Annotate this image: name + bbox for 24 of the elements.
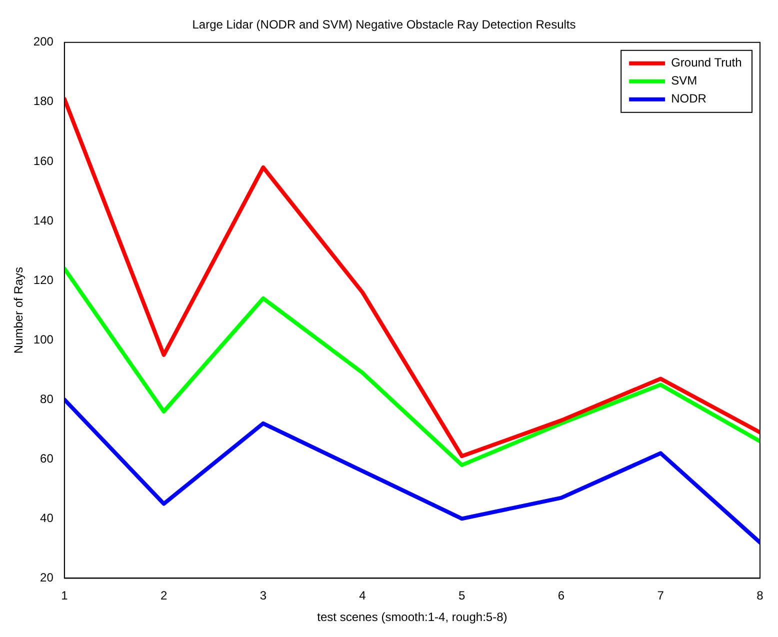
y-tick-label: 200	[33, 34, 54, 49]
y-tick-label: 80	[40, 392, 54, 406]
legend-label: SVM	[671, 74, 698, 88]
x-tick-label: 1	[61, 588, 68, 603]
x-tick-label: 5	[458, 588, 466, 603]
y-axis-title: Number of Rays	[12, 266, 26, 354]
chart-title: Large Lidar (NODR and SVM) Negative Obstacle Ray Detection Results	[192, 18, 576, 32]
y-tick-label: 140	[33, 213, 54, 228]
y-tick-label: 40	[40, 510, 54, 525]
y-tick-label: 20	[40, 570, 54, 585]
x-tick-label: 4	[359, 588, 366, 603]
y-tick-label: 160	[33, 154, 54, 168]
x-tick-label: 6	[558, 588, 565, 603]
y-tick-label: 120	[33, 272, 54, 287]
x-axis-title: test scenes (smooth:1-4, rough:5-8)	[317, 610, 508, 624]
legend-label: NODR	[671, 92, 707, 106]
y-tick-label: 100	[33, 332, 54, 346]
x-tick-label: 8	[756, 588, 764, 603]
legend-label: Ground Truth	[671, 56, 742, 70]
y-tick-label: 180	[33, 94, 54, 108]
x-tick-label: 7	[657, 588, 664, 603]
y-tick-label: 60	[40, 451, 54, 466]
x-tick-label: 2	[160, 588, 168, 603]
x-tick-label: 3	[260, 588, 267, 603]
